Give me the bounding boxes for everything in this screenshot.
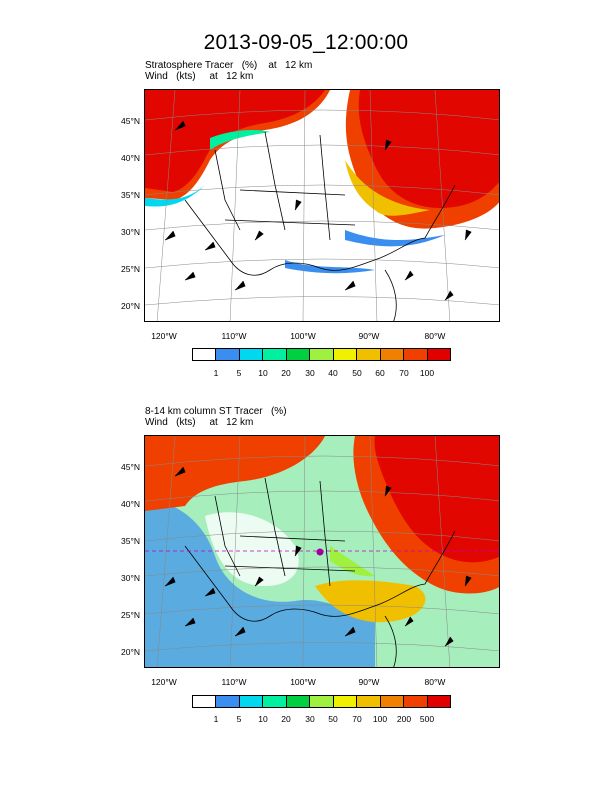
lat-label-30: 30°N: [121, 227, 140, 237]
cbar2-swatch: [263, 696, 287, 707]
cbar2-label: 50: [328, 714, 338, 724]
cbar1-swatch: [333, 349, 358, 360]
colorbar-2: [192, 695, 451, 708]
lat-label-35: 35°N: [121, 536, 140, 546]
panel-1-title-line1: Stratosphere Tracer (%) at 12 km: [145, 60, 313, 71]
colorbar-1: [192, 348, 451, 361]
cbar1-swatch: [357, 349, 381, 360]
lon-label-90: 90°W: [358, 677, 380, 687]
cbar1-label: 60: [375, 368, 385, 378]
panel-1-title-line2: Wind (kts) at 12 km: [145, 71, 254, 82]
cbar2-swatch: [239, 696, 264, 707]
cbar2-swatch: [333, 696, 358, 707]
lat-label-45: 45°N: [121, 462, 140, 472]
map-panel-1: [144, 89, 500, 322]
main-title: 2013-09-05_12:00:00: [203, 31, 409, 54]
lon-label-110: 110°W: [221, 331, 247, 341]
lat-label-30: 30°N: [121, 573, 140, 583]
lon-label-120: 120°W: [151, 331, 177, 341]
lon-label-100: 100°W: [290, 677, 316, 687]
cbar2-swatch: [310, 696, 334, 707]
cbar2-label: 30: [305, 714, 315, 724]
cbar1-swatch: [380, 349, 405, 360]
cbar2-label: 20: [281, 714, 291, 724]
lon-label-80: 80°W: [424, 677, 446, 687]
cbar1-swatch: [193, 349, 217, 360]
cbar1-swatch: [310, 349, 334, 360]
cbar2-label: 500: [419, 714, 435, 724]
cbar2-label: 10: [258, 714, 268, 724]
cbar1-label: 5: [236, 368, 242, 378]
cbar2-swatch: [216, 696, 240, 707]
cbar1-label: 70: [399, 368, 409, 378]
cbar1-label: 30: [305, 368, 315, 378]
cbar2-swatch: [380, 696, 405, 707]
cbar1-label: 20: [281, 368, 291, 378]
cbar1-label: 40: [328, 368, 338, 378]
cbar1-swatch: [263, 349, 287, 360]
lat-label-40: 40°N: [121, 153, 140, 163]
cbar2-label: 100: [372, 714, 388, 724]
lat-label-40: 40°N: [121, 499, 140, 509]
cbar1-swatch: [286, 349, 311, 360]
cbar1-swatch: [216, 349, 240, 360]
cbar2-label: 200: [396, 714, 412, 724]
cbar2-swatch: [357, 696, 381, 707]
cbar1-label: 1: [213, 368, 219, 378]
lon-label-110: 110°W: [221, 677, 247, 687]
lat-label-25: 25°N: [121, 610, 140, 620]
cbar2-swatch: [286, 696, 311, 707]
lat-label-25: 25°N: [121, 264, 140, 274]
lon-label-90: 90°W: [358, 331, 380, 341]
cbar1-label: 100: [419, 368, 435, 378]
cbar2-swatch: [427, 696, 450, 707]
cbar1-swatch: [239, 349, 264, 360]
lon-label-120: 120°W: [151, 677, 177, 687]
cbar1-label: 50: [352, 368, 362, 378]
cbar2-swatch: [193, 696, 217, 707]
cbar1-swatch: [404, 349, 428, 360]
cbar2-swatch: [404, 696, 428, 707]
panel-2-title-line2: Wind (kts) at 12 km: [145, 417, 254, 428]
lon-label-100: 100°W: [290, 331, 316, 341]
lat-label-20: 20°N: [121, 647, 140, 657]
lat-label-35: 35°N: [121, 190, 140, 200]
lat-label-45: 45°N: [121, 116, 140, 126]
lon-label-80: 80°W: [424, 331, 446, 341]
lat-label-20: 20°N: [121, 301, 140, 311]
cbar2-label: 70: [352, 714, 362, 724]
map-panel-2: [144, 435, 500, 668]
cbar1-swatch: [427, 349, 450, 360]
cbar1-label: 10: [258, 368, 268, 378]
panel-2-title-line1: 8-14 km column ST Tracer (%): [145, 406, 287, 417]
cbar2-label: 5: [236, 714, 242, 724]
cbar2-label: 1: [213, 714, 219, 724]
